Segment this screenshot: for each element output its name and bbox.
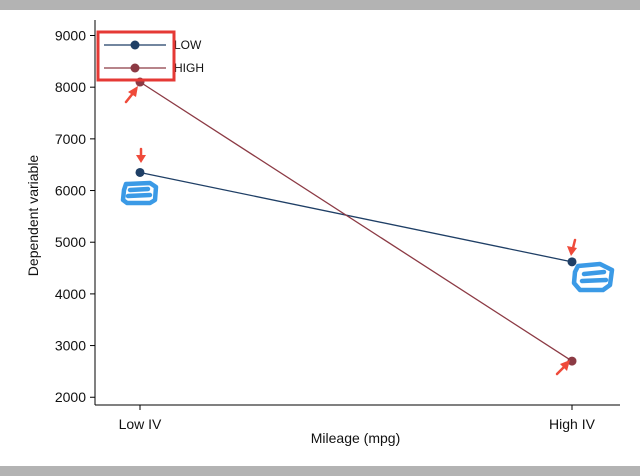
legend-marker-low [130, 40, 140, 50]
arrow-high-high-iv [555, 360, 570, 376]
x-tick-label: Low IV [119, 416, 162, 432]
legend-label-high: HIGH [174, 61, 204, 75]
data-point-low-0 [135, 167, 145, 177]
series-line-high [139, 81, 573, 362]
arrow-low-high-iv [567, 238, 577, 256]
y-tick-label: 4000 [55, 286, 86, 302]
legend: LOW HIGH [104, 38, 204, 75]
y-tick-label: 6000 [55, 183, 86, 199]
blue-scribble-high-iv [571, 261, 615, 293]
series-line-low [139, 171, 573, 263]
arrow-low-low-iv [136, 147, 146, 163]
x-tick-label: High IV [549, 416, 596, 432]
y-ticks: 2000 3000 4000 5000 6000 7000 8000 9000 [55, 28, 95, 405]
legend-marker-high [130, 63, 140, 73]
y-axis-title: Dependent variable [25, 155, 41, 277]
y-tick-label: 3000 [55, 338, 86, 354]
legend-highlight-box [96, 30, 176, 82]
y-tick-label: 7000 [55, 131, 86, 147]
y-tick-label: 8000 [55, 79, 86, 95]
y-tick-label: 2000 [55, 389, 86, 405]
bottom-border-band [0, 466, 640, 476]
top-border-band [0, 0, 640, 10]
x-ticks: Low IV High IV [119, 405, 596, 432]
x-axis-title: Mileage (mpg) [311, 430, 400, 446]
data-point-high-1 [567, 356, 577, 366]
y-tick-label: 5000 [55, 234, 86, 250]
blue-scribble-low-iv [120, 180, 159, 206]
y-tick-label: 9000 [55, 28, 86, 44]
data-point-low-1 [567, 257, 577, 267]
series-layer [135, 77, 577, 366]
legend-label-low: LOW [174, 38, 202, 52]
arrow-high-low-iv [124, 86, 138, 104]
